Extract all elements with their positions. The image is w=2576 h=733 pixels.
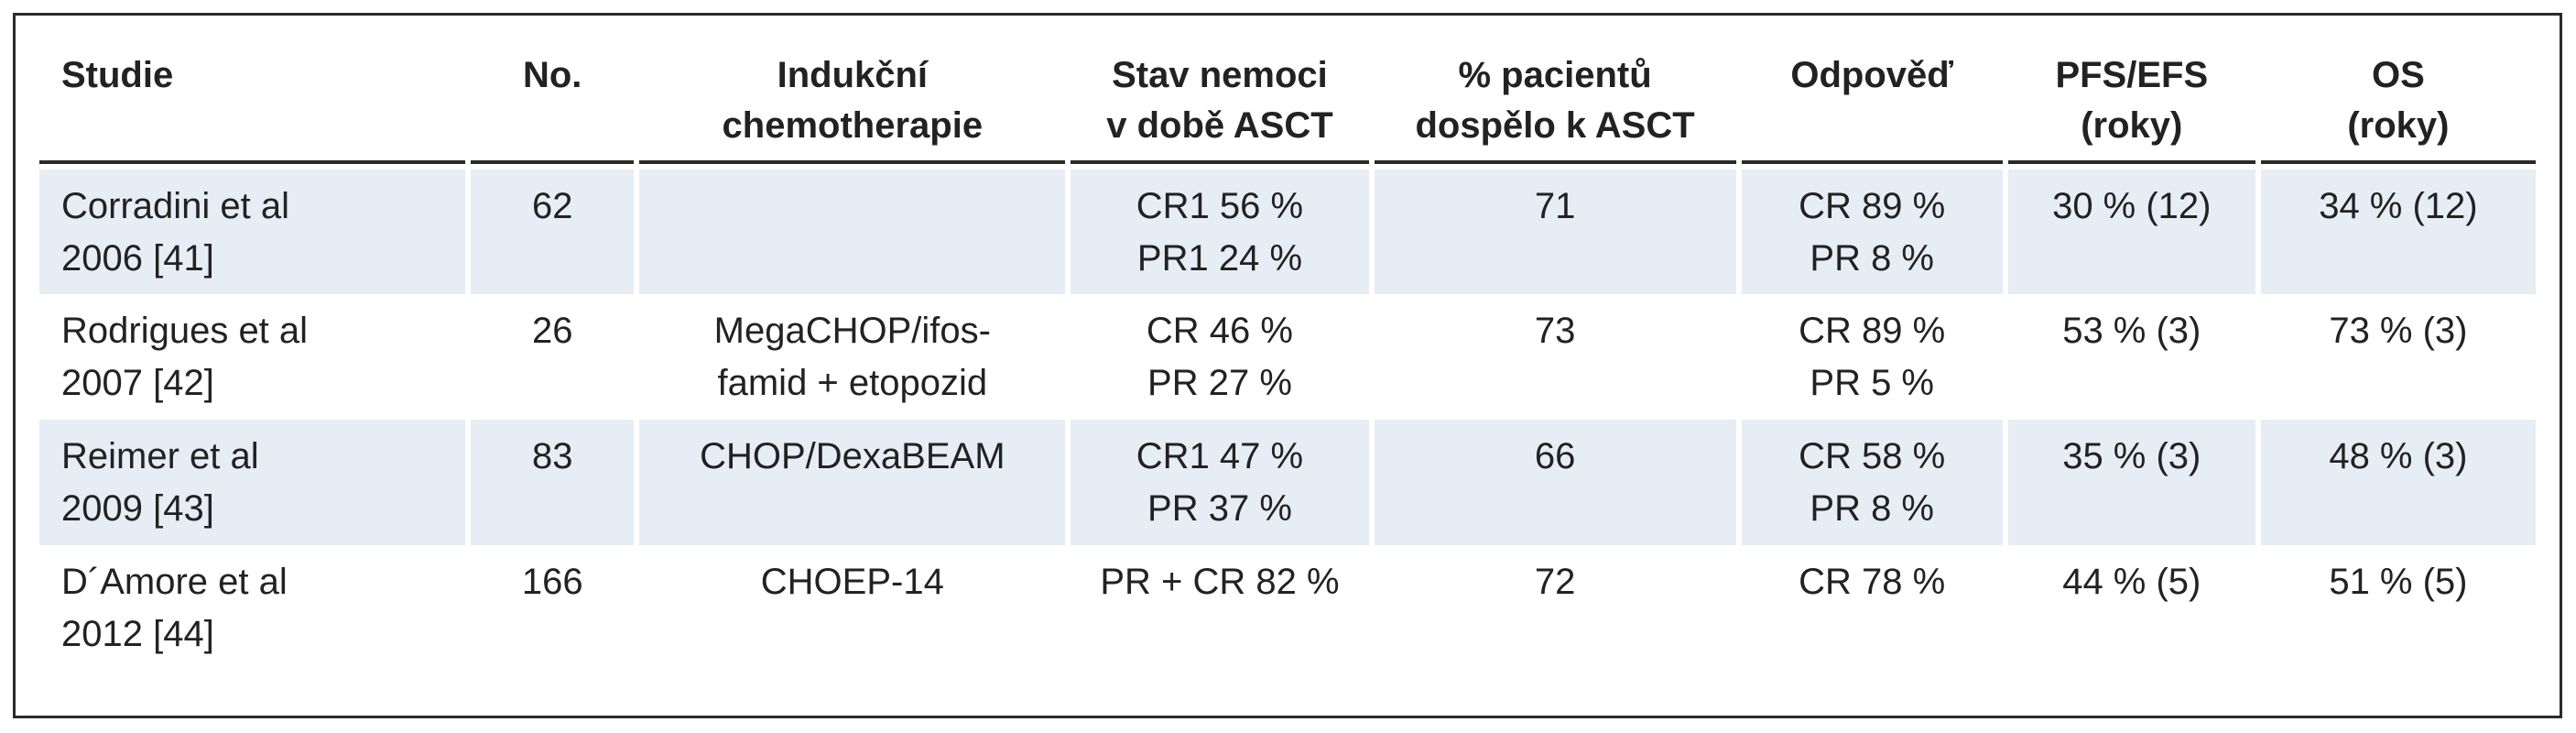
cell-text: CR 78 %	[1799, 562, 1946, 602]
cell-text: D´Amore et al	[61, 562, 288, 602]
header-pacientu: % pacientů dospělo k ASCT	[1374, 32, 1736, 164]
cell-text: 2006 [41]	[61, 238, 214, 279]
cell-text: 2009 [43]	[61, 488, 214, 529]
cell-indukce: MegaCHOP/ifos-famid + etopozid	[639, 294, 1065, 420]
cell-stav: CR 46 % PR 27 %	[1071, 294, 1368, 420]
header-os: OS (roky)	[2260, 32, 2536, 164]
cell-text: 72	[1534, 562, 1576, 602]
cell-pacientu: 73	[1375, 294, 1736, 420]
cell-no: 83	[471, 420, 635, 545]
cell-text: CHOEP-14	[760, 562, 944, 602]
cell-text: CR1 47 %	[1136, 436, 1304, 476]
cell-studie: Corradini et al 2006 [41]	[39, 164, 466, 294]
cell-text: PR 8 %	[1810, 238, 1934, 279]
cell-indukce	[639, 164, 1066, 294]
cell-pacientu: 72	[1375, 545, 1736, 671]
cell-indukce: CHOP/DexaBEAM	[639, 420, 1066, 545]
cell-os: 34 % (12)	[2260, 164, 2536, 294]
header-indukce: Indukční chemotherapie	[639, 32, 1066, 164]
cell-text: CR 46 %	[1146, 311, 1293, 351]
cell-no: 26	[471, 294, 634, 420]
table-row: Rodrigues et al 2007 [42] 26 MegaCHOP/ifos-…	[39, 294, 2536, 420]
cell-text: famid + etopozid	[717, 363, 988, 403]
cell-text: 73 % (3)	[2329, 311, 2468, 351]
cell-text: PR 8 %	[1810, 488, 1934, 529]
cell-text: PR 27 %	[1147, 363, 1292, 403]
cell-stav: PR + CR 82 %	[1071, 545, 1368, 671]
cell-text: 35 % (3)	[2062, 436, 2201, 476]
cell-text: PR1 24 %	[1136, 238, 1303, 279]
cell-text: PR 5 %	[1810, 363, 1934, 403]
cell-text: 44 % (5)	[2062, 562, 2201, 602]
cell-odpoved: CR 89 % PR 8 %	[1741, 164, 2003, 294]
table-row: D´Amore et al 2012 [44] 166 CHOEP-14 PR + CR…	[39, 545, 2536, 671]
header-studie: Studie	[39, 32, 466, 164]
cell-text: 66	[1534, 436, 1576, 476]
cell-text: PR 37 %	[1147, 488, 1292, 529]
table-row: Corradini et al 2006 [41] 62 CR1 56 % PR1 24…	[39, 164, 2536, 294]
cell-odpoved: CR 78 %	[1742, 545, 2003, 671]
cell-text: 48 % (3)	[2329, 436, 2468, 476]
cell-text: 51 % (5)	[2329, 562, 2468, 602]
cell-pfs: 30 % (12)	[2007, 164, 2255, 294]
cell-text: 62	[531, 186, 573, 226]
cell-pfs: 35 % (3)	[2007, 420, 2255, 545]
table-body: Corradini et al 2006 [41] 62 CR1 56 % PR1 24…	[39, 164, 2536, 671]
cell-studie: Reimer et al 2009 [43]	[39, 420, 466, 545]
cell-text: 34 % (12)	[2319, 186, 2478, 226]
cell-text: 53 % (3)	[2062, 311, 2201, 351]
cell-stav: CR1 56 % PR1 24 %	[1071, 164, 1369, 294]
cell-text: 2007 [42]	[61, 363, 214, 403]
header-pfs: PFS/EFS (roky)	[2007, 32, 2255, 164]
study-results-table: Studie No. Indukční chemotherapie Stav n…	[34, 32, 2541, 671]
cell-stav: CR1 47 % PR 37 %	[1071, 420, 1369, 545]
cell-os: 48 % (3)	[2260, 420, 2536, 545]
table-frame: Studie No. Indukční chemotherapie Stav n…	[13, 13, 2562, 718]
cell-text: CR1 56 %	[1136, 186, 1304, 226]
cell-text: 30 % (12)	[2052, 186, 2212, 226]
cell-text: 83	[531, 436, 573, 476]
cell-pfs: 44 % (5)	[2008, 545, 2255, 671]
header-row: Studie No. Indukční chemotherapie Stav n…	[39, 32, 2536, 164]
cell-text: 73	[1534, 311, 1576, 351]
cell-text: CR 89 %	[1799, 186, 1946, 226]
table-row: Reimer et al 2009 [43] 83 CHOP/DexaBEAM CR1 …	[39, 420, 2536, 545]
cell-odpoved: CR 89 % PR 5 %	[1742, 294, 2003, 420]
cell-text: 2012 [44]	[61, 614, 214, 654]
cell-text: 26	[531, 311, 573, 351]
cell-text: MegaCHOP/ifos-	[713, 311, 991, 351]
cell-no: 62	[471, 164, 635, 294]
cell-pacientu: 71	[1374, 164, 1736, 294]
cell-indukce: CHOEP-14	[639, 545, 1065, 671]
cell-text: PR + CR 82 %	[1100, 562, 1340, 602]
cell-os: 73 % (3)	[2261, 294, 2536, 420]
cell-text: CR 58 %	[1799, 436, 1946, 476]
cell-no: 166	[471, 545, 634, 671]
cell-text: CR 89 %	[1799, 311, 1946, 351]
cell-studie: D´Amore et al 2012 [44]	[39, 545, 465, 671]
cell-text: CHOP/DexaBEAM	[700, 436, 1005, 476]
cell-studie: Rodrigues et al 2007 [42]	[39, 294, 465, 420]
header-stav: Stav nemoci v době ASCT	[1071, 32, 1369, 164]
cell-text: Reimer et al	[61, 436, 259, 476]
cell-text: Rodrigues et al	[61, 311, 309, 351]
cell-pfs: 53 % (3)	[2008, 294, 2255, 420]
cell-odpoved: CR 58 % PR 8 %	[1741, 420, 2003, 545]
cell-text: Corradini et al	[61, 186, 290, 226]
cell-text: 71	[1534, 186, 1576, 226]
header-odpoved: Odpověď	[1741, 32, 2003, 164]
cell-text: 166	[521, 562, 583, 602]
cell-pacientu: 66	[1374, 420, 1736, 545]
cell-os: 51 % (5)	[2261, 545, 2536, 671]
header-no: No.	[471, 32, 635, 164]
